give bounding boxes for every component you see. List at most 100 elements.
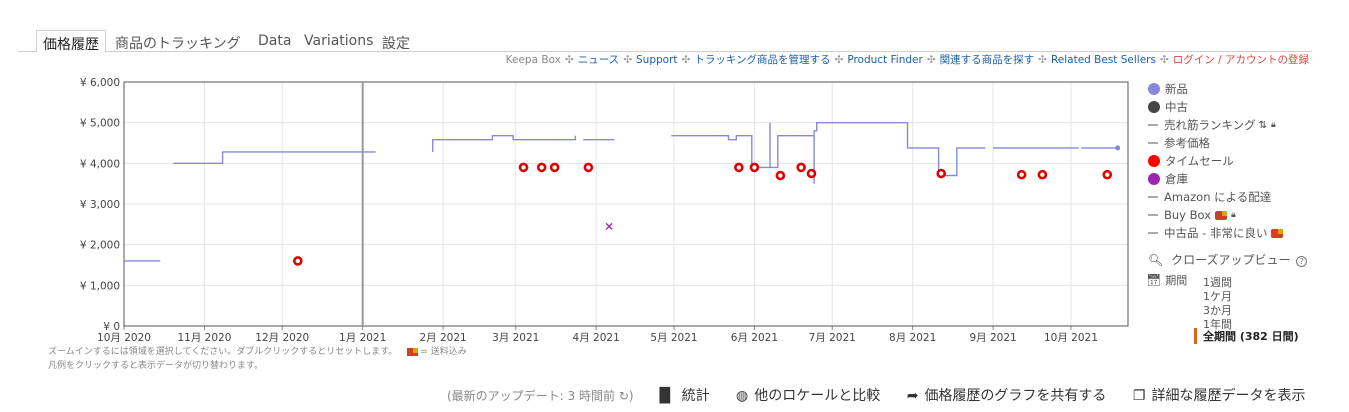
compare-locales-button[interactable]: ◍ 他のロケールと比較 — [736, 388, 880, 404]
period-1-year[interactable]: 1年間 — [1203, 318, 1232, 331]
legend-used-very-good-label: 中古品 - 非常に良い — [1164, 226, 1268, 240]
details-label: 詳細な履歴データを表示 — [1151, 388, 1306, 404]
truck-icon — [1215, 210, 1228, 220]
x-tick-label: 4月 2021 — [573, 332, 620, 342]
manage-tracking-link[interactable]: トラッキング商品を管理する — [694, 54, 831, 66]
support-link[interactable]: Support — [636, 54, 678, 66]
tab-price-history[interactable]: 価格履歴 — [36, 30, 106, 53]
legend-warehouse-label: 倉庫 — [1165, 172, 1188, 186]
price-history-chart[interactable]: ¥ 0 ¥ 1,000 ¥ 2,000 ¥ 3,000 ¥ 4,000 ¥ 5,000 ¥ … — [0, 70, 1140, 342]
refresh-icon[interactable]: ↻ — [618, 389, 629, 403]
lightning-deal-point — [583, 162, 594, 173]
legend-new-label: 新品 — [1165, 82, 1188, 96]
y-tick-label: ¥ 0 — [103, 321, 120, 333]
chart-legend: 新品 中古 売れ筋ランキング ⇅ 🔒︎ 参考価格 タイムセール 倉庫 Amazo… — [1148, 80, 1348, 242]
period-1-week[interactable]: 1週間 — [1203, 276, 1232, 289]
new-price-line — [671, 122, 986, 184]
y-tick-label: ¥ 1,000 — [80, 280, 120, 292]
compare-label: 他のロケールと比較 — [754, 388, 881, 404]
legend-warehouse[interactable]: 倉庫 — [1148, 170, 1348, 188]
legend-sales-rank[interactable]: 売れ筋ランキング ⇅ 🔒︎ — [1148, 116, 1348, 134]
shipping-note: = 送料込み — [420, 347, 467, 357]
share-arrow-icon: ➦ — [906, 388, 919, 404]
separator-icon: ✣ — [564, 54, 574, 66]
dash-icon — [1148, 196, 1158, 198]
dash-icon — [1148, 124, 1158, 126]
separator-icon: ✣ — [926, 54, 936, 66]
period-3-months[interactable]: 3か月 — [1203, 304, 1232, 317]
zoom-hint-text: ズームインするには領域を選択してください。ダブルクリックするとリセットします。 — [48, 347, 398, 357]
zoom-hint: ズームインするには領域を選択してください。ダブルクリックするとリセットします。 =… — [48, 344, 467, 357]
y-tick-label: ¥ 5,000 — [80, 118, 120, 130]
last-update-text: (最新のアップデート: 3 時間前 — [447, 389, 615, 403]
x-tick-label: 6月 2021 — [731, 332, 778, 342]
tab-product-tracking[interactable]: 商品のトラッキング — [115, 36, 241, 52]
lock-icon: 🔒︎ — [1231, 210, 1236, 220]
legend-sales-rank-label: 売れ筋ランキング — [1164, 118, 1256, 132]
legend-list-price[interactable]: 参考価格 — [1148, 134, 1348, 152]
period-all-time[interactable]: 全期間 (382 日間) — [1194, 328, 1299, 344]
x-tick-label: 5月 2021 — [650, 332, 697, 342]
chart-series — [124, 122, 1121, 262]
legend-amazon-label: Amazon による配達 — [1164, 190, 1272, 204]
lightning-deal-point — [518, 162, 529, 173]
last-update: (最新のアップデート: 3 時間前 ↻) — [447, 389, 634, 403]
separator-icon: ✣ — [623, 54, 632, 66]
legend-new[interactable]: 新品 — [1148, 80, 1348, 98]
lightning-deal-point — [1016, 169, 1027, 180]
warehouse-dot-icon — [1148, 173, 1160, 185]
x-tick-label: 7月 2021 — [809, 332, 856, 342]
y-tick-label: ¥ 3,000 — [80, 199, 120, 211]
calendar-icon: 📅︎ — [1146, 273, 1162, 287]
x-tick-label: 12月 2020 — [255, 332, 309, 342]
period-label-wrap: 📅︎ 期間 — [1146, 272, 1187, 288]
sort-order-icon: ⇅ — [1258, 119, 1268, 131]
related-products-link[interactable]: 関連する商品を探す — [939, 54, 1035, 66]
lightning-deal-point — [1037, 169, 1048, 180]
new-price-line — [432, 134, 577, 152]
legend-list-price-label: 参考価格 — [1164, 136, 1210, 150]
used-dot-icon — [1148, 101, 1160, 113]
legend-used-label: 中古 — [1165, 100, 1188, 114]
statistics-button[interactable]: ▐▌ 統計 — [654, 388, 710, 404]
keepa-box-link[interactable]: Keepa Box — [505, 54, 561, 66]
legend-hint: 凡例をクリックすると表示データが切り替わります。 — [48, 361, 264, 371]
copy-icon: ❐ — [1132, 388, 1146, 404]
x-tick-label: 9月 2021 — [969, 332, 1016, 342]
chart-markers — [293, 162, 1113, 266]
separator-icon: ✣ — [834, 54, 844, 66]
x-tick-label: 3月 2021 — [492, 332, 539, 342]
lightning-deal-point — [775, 170, 786, 181]
related-best-sellers-link[interactable]: Related Best Sellers — [1050, 54, 1156, 66]
legend-used-very-good[interactable]: 中古品 - 非常に良い — [1148, 224, 1348, 242]
x-tick-label: 8月 2021 — [889, 332, 936, 342]
tab-variations[interactable]: Variations — [304, 33, 374, 49]
truck-icon — [1271, 228, 1284, 238]
plot-border — [123, 81, 1129, 327]
legend-amazon-delivery[interactable]: Amazon による配達 — [1148, 188, 1348, 206]
legend-lightning-deal[interactable]: タイムセール — [1148, 152, 1348, 170]
separator-icon: ✣ — [1038, 54, 1047, 66]
dash-icon — [1148, 214, 1158, 216]
truck-icon — [407, 347, 419, 356]
tab-settings[interactable]: 設定 — [382, 36, 410, 52]
closeup-view-toggle[interactable]: 🔍︎ クローズアップビュー ? — [1148, 251, 1308, 268]
separator-icon: ✣ — [1159, 54, 1169, 66]
legend-used[interactable]: 中古 — [1148, 98, 1348, 116]
period-1-month[interactable]: 1ケ月 — [1203, 290, 1232, 303]
login-register-link[interactable]: ログイン / アカウントの登録 — [1172, 54, 1309, 66]
top-link-bar: Keepa Box ✣ ニュース ✣ Support ✣ トラッキング商品を管理する ✣ Pro… — [506, 52, 1309, 67]
product-finder-link[interactable]: Product Finder — [847, 54, 923, 66]
x-tick-label: 10月 2021 — [1044, 332, 1098, 342]
share-label: 価格履歴のグラフを共有する — [924, 388, 1107, 404]
new-price-end-point — [1115, 145, 1121, 151]
chart-grid — [123, 81, 1128, 327]
y-tick-label: ¥ 6,000 — [80, 77, 120, 89]
lightning-deal-point — [1102, 169, 1113, 180]
share-graph-button[interactable]: ➦ 価格履歴のグラフを共有する — [907, 388, 1107, 404]
detailed-history-button[interactable]: ❐ 詳細な履歴データを表示 — [1133, 388, 1306, 404]
legend-buy-box[interactable]: Buy Box 🔒︎ — [1148, 206, 1348, 224]
news-link[interactable]: ニュース — [577, 54, 620, 66]
help-icon[interactable]: ? — [1296, 256, 1308, 267]
tab-data[interactable]: Data — [258, 33, 292, 49]
